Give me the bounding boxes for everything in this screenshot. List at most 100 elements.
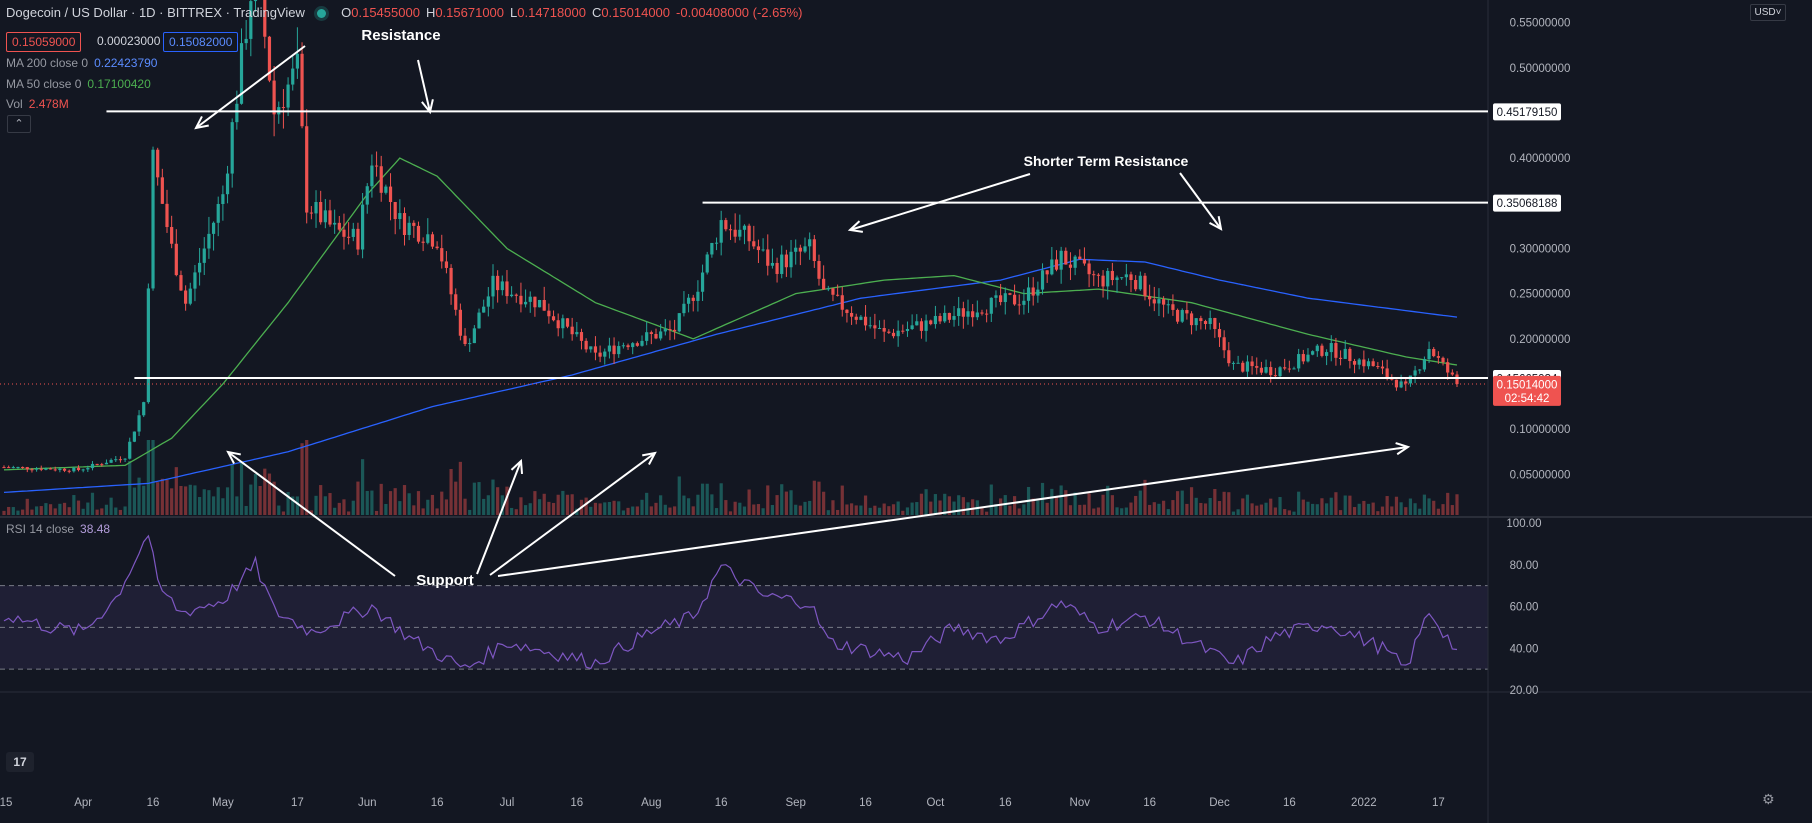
volume-bar [519, 497, 523, 515]
candle-body [1031, 287, 1035, 296]
ohlc-key: C [591, 5, 602, 20]
candle-body [472, 328, 476, 344]
candle-body [216, 204, 220, 223]
volume-bar [1171, 500, 1175, 515]
candle-body [34, 468, 39, 470]
volume-bar [123, 506, 127, 515]
volume-bar [957, 495, 961, 515]
resistance-label: Resistance [361, 27, 440, 44]
volume-bar [1394, 496, 1399, 515]
settings-gear-icon[interactable]: ⚙ [1762, 791, 1775, 807]
volume-bar [1283, 509, 1287, 515]
volume-bar [458, 461, 462, 515]
volume-bar [347, 511, 351, 515]
volume-bar [477, 482, 481, 515]
ma50-legend[interactable]: MA 50 close 0 0.17100420 [6, 77, 151, 91]
candle-body [1334, 343, 1338, 358]
candle-body [1227, 350, 1231, 364]
symbol-title[interactable]: Dogecoin / US Dollar · 1D · BITTREX · Tr… [6, 5, 305, 20]
volume-bar [384, 503, 388, 515]
candle-body [999, 295, 1003, 303]
volume-bar [1427, 498, 1431, 515]
volume-bar [39, 506, 43, 515]
candle-body [952, 316, 956, 320]
candle-body [794, 247, 798, 252]
candle-body [398, 213, 402, 220]
candle-body [1208, 317, 1212, 325]
volume-bar [1422, 494, 1427, 515]
volume-bar [770, 504, 775, 515]
volume-bar [784, 491, 788, 515]
support-label: Support [416, 572, 474, 589]
candle-body [817, 261, 821, 279]
volume-bar [808, 500, 812, 515]
ma200-legend[interactable]: MA 200 close 0 0.22423790 [6, 56, 157, 70]
candle-body [295, 53, 299, 69]
volume-bar [1194, 497, 1198, 515]
time-tick-label: Dec [1209, 797, 1230, 809]
volume-bar [533, 491, 537, 515]
candle-body [649, 332, 653, 334]
rsi-series-line [3, 534, 1458, 670]
arrow-head [1209, 216, 1223, 231]
candle-body [985, 313, 989, 315]
collapse-legend-button[interactable]: ⌃ [7, 115, 31, 133]
bid-price[interactable]: 0.15059000 [6, 32, 82, 52]
time-tick-label: Apr [74, 797, 92, 809]
candle-body [351, 228, 355, 237]
candle-body [1348, 348, 1352, 362]
candle-body [100, 464, 104, 466]
tradingview-logo-icon[interactable]: 17 [6, 752, 34, 772]
candle-body [910, 325, 914, 330]
volume-bar [1087, 493, 1091, 515]
currency-select[interactable]: USD˅ [1750, 4, 1786, 21]
ask-price[interactable]: 0.15082000 [163, 32, 239, 52]
volume-bars [2, 440, 1459, 515]
candle-body [1073, 256, 1077, 268]
volume-bar [58, 503, 62, 515]
rsi-tick-label: 80.00 [1510, 560, 1539, 572]
candle-body [966, 311, 970, 317]
volume-bar [1185, 503, 1189, 515]
shorter-term-resistance-label: Shorter Term Resistance [1024, 153, 1189, 169]
volume-bar [300, 443, 304, 515]
volume-bar [305, 440, 309, 515]
last-price-box [1493, 375, 1561, 406]
rsi-legend[interactable]: RSI 14 close 38.48 [6, 522, 110, 536]
candle-body [1259, 367, 1264, 373]
spread-value: 0.00023000 [97, 34, 161, 48]
candle-body [1087, 263, 1091, 275]
candle-body [202, 248, 206, 263]
volume-bar [211, 496, 216, 515]
last-price-label: 0.15014000 [1497, 379, 1558, 391]
candle-body [477, 312, 481, 329]
candle-body [1008, 293, 1012, 295]
candle-body [1213, 317, 1217, 330]
candle-body [416, 225, 421, 242]
candle-body [579, 332, 584, 341]
volume-bar [631, 506, 635, 515]
volume-bar [863, 495, 868, 515]
candle-body [1222, 337, 1226, 351]
volume-legend[interactable]: Vol 2.478M [6, 97, 69, 111]
candle-body [659, 331, 663, 339]
time-tick-label: Aug [641, 797, 661, 809]
candle-body [1371, 361, 1375, 367]
candle-body [2, 467, 6, 469]
volume-bar [1152, 502, 1156, 515]
candle-body [486, 296, 490, 307]
volume-bar [621, 510, 625, 515]
candle-body [943, 312, 947, 322]
volume-bar [1231, 511, 1236, 515]
candle-body [267, 36, 272, 81]
volume-bar [1189, 487, 1194, 515]
volume-bar [370, 490, 374, 515]
time-tick-label: 16 [859, 797, 872, 809]
volume-bar [1325, 503, 1329, 515]
volume-bar [584, 497, 588, 515]
candle-body [631, 343, 635, 348]
price-tick-label: 0.10000000 [1510, 424, 1571, 436]
volume-bar [1273, 507, 1277, 515]
time-tick-label: 15 [0, 797, 12, 809]
